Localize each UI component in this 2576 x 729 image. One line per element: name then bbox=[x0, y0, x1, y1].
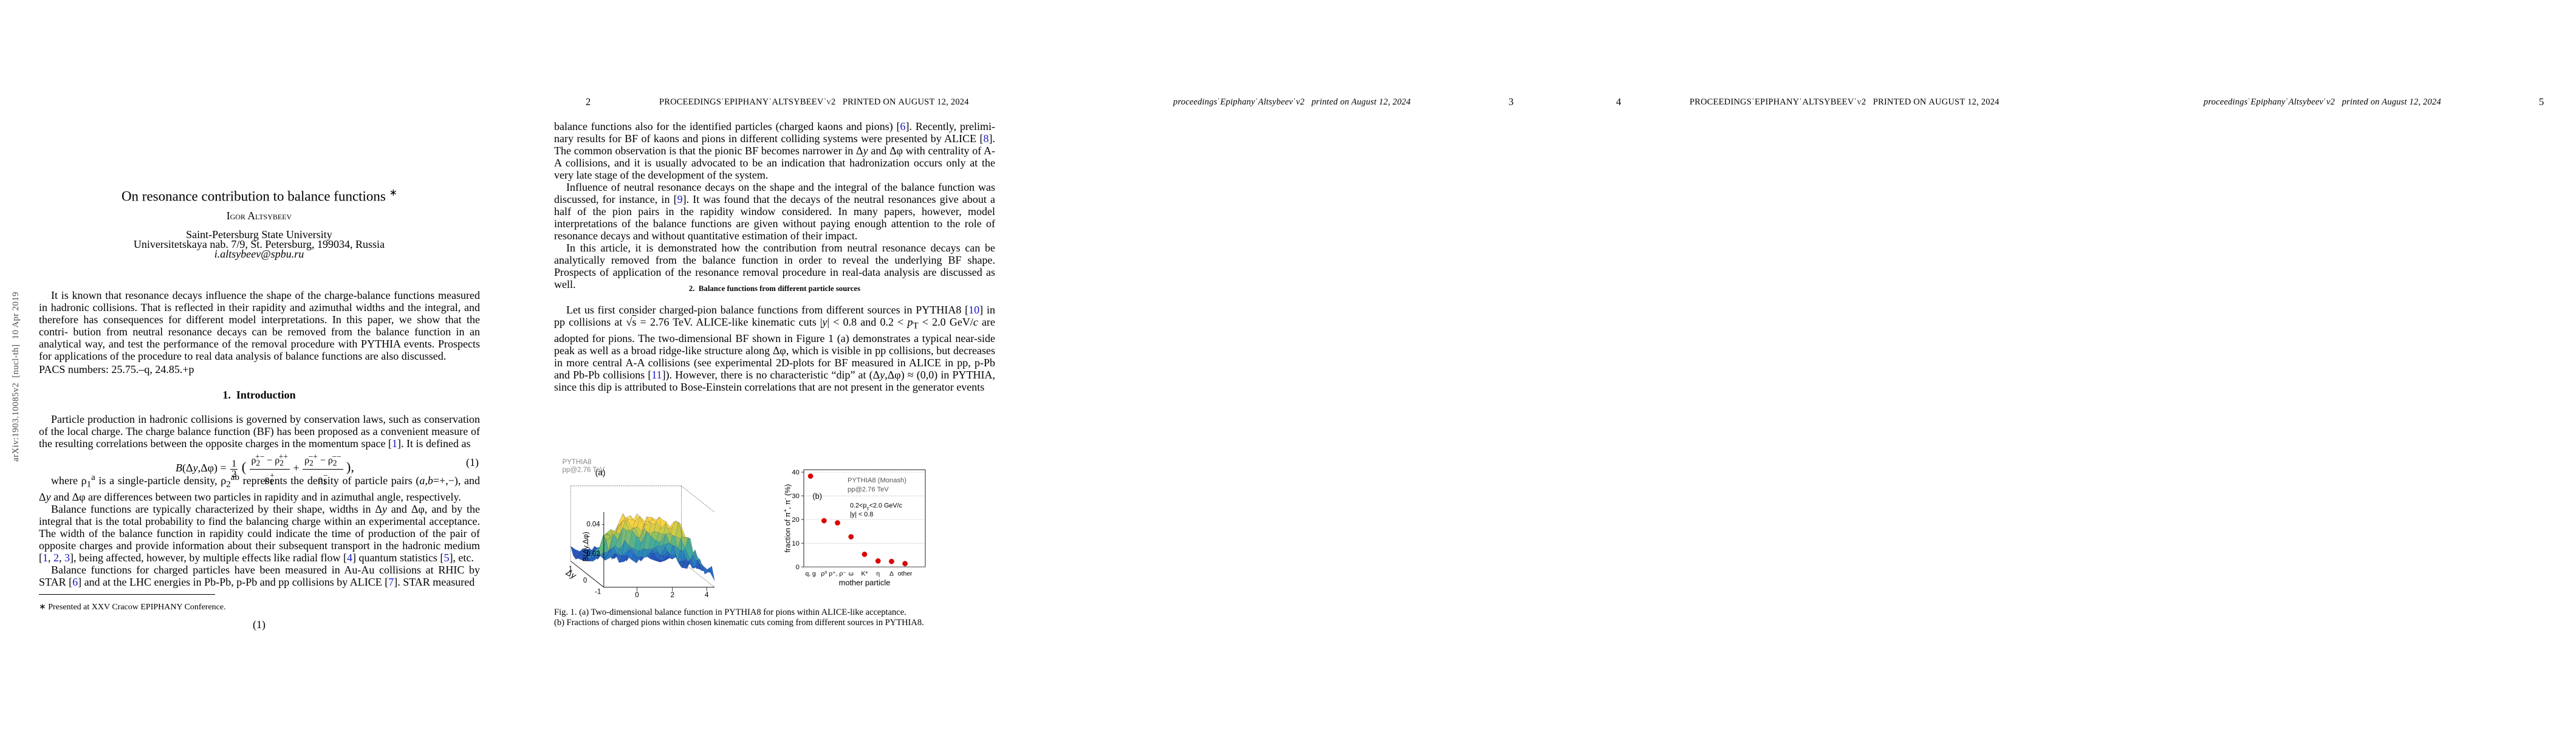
svg-text:mother particle: mother particle bbox=[839, 578, 891, 587]
svg-text:pp@2.76 TeV: pp@2.76 TeV bbox=[848, 486, 889, 493]
svg-text:η: η bbox=[876, 571, 880, 578]
svg-text:0: 0 bbox=[583, 577, 587, 584]
svg-text:(b): (b) bbox=[812, 491, 822, 501]
svg-text:Δ: Δ bbox=[889, 571, 894, 578]
svg-text:0: 0 bbox=[796, 564, 800, 571]
svg-text:ω: ω bbox=[849, 571, 854, 578]
svg-text:40: 40 bbox=[792, 469, 799, 476]
svg-text:other: other bbox=[898, 571, 913, 578]
svg-text:ρ⁰: ρ⁰ bbox=[821, 571, 827, 578]
svg-text:PYTHIA8: PYTHIA8 bbox=[563, 459, 592, 466]
svg-text:|y| < 0.8: |y| < 0.8 bbox=[850, 511, 873, 518]
svg-text:0.2<pT<2.0 GeV/c: 0.2<pT<2.0 GeV/c bbox=[850, 502, 903, 512]
svg-text:K*: K* bbox=[862, 571, 868, 578]
svg-text:pp@2.76 TeV: pp@2.76 TeV bbox=[563, 467, 605, 474]
svg-text:PYTHIA8 (Monash): PYTHIA8 (Monash) bbox=[848, 477, 906, 484]
svg-text:B(Δy,Δφ): B(Δy,Δφ) bbox=[581, 532, 590, 561]
svg-text:Δy: Δy bbox=[564, 567, 578, 581]
svg-text:4: 4 bbox=[705, 592, 709, 598]
svg-text:2: 2 bbox=[671, 592, 674, 598]
svg-text:30: 30 bbox=[792, 493, 799, 500]
svg-text:ρ⁺, ρ⁻: ρ⁺, ρ⁻ bbox=[829, 571, 846, 578]
svg-text:-1: -1 bbox=[595, 588, 601, 595]
svg-text:0.04: 0.04 bbox=[586, 521, 600, 529]
svg-text:10: 10 bbox=[792, 540, 799, 547]
svg-text:q, g: q, g bbox=[805, 571, 816, 578]
svg-text:20: 20 bbox=[792, 516, 799, 524]
svg-text:fraction of π+, π- (%): fraction of π+, π- (%) bbox=[783, 484, 792, 553]
svg-text:0: 0 bbox=[635, 592, 639, 598]
